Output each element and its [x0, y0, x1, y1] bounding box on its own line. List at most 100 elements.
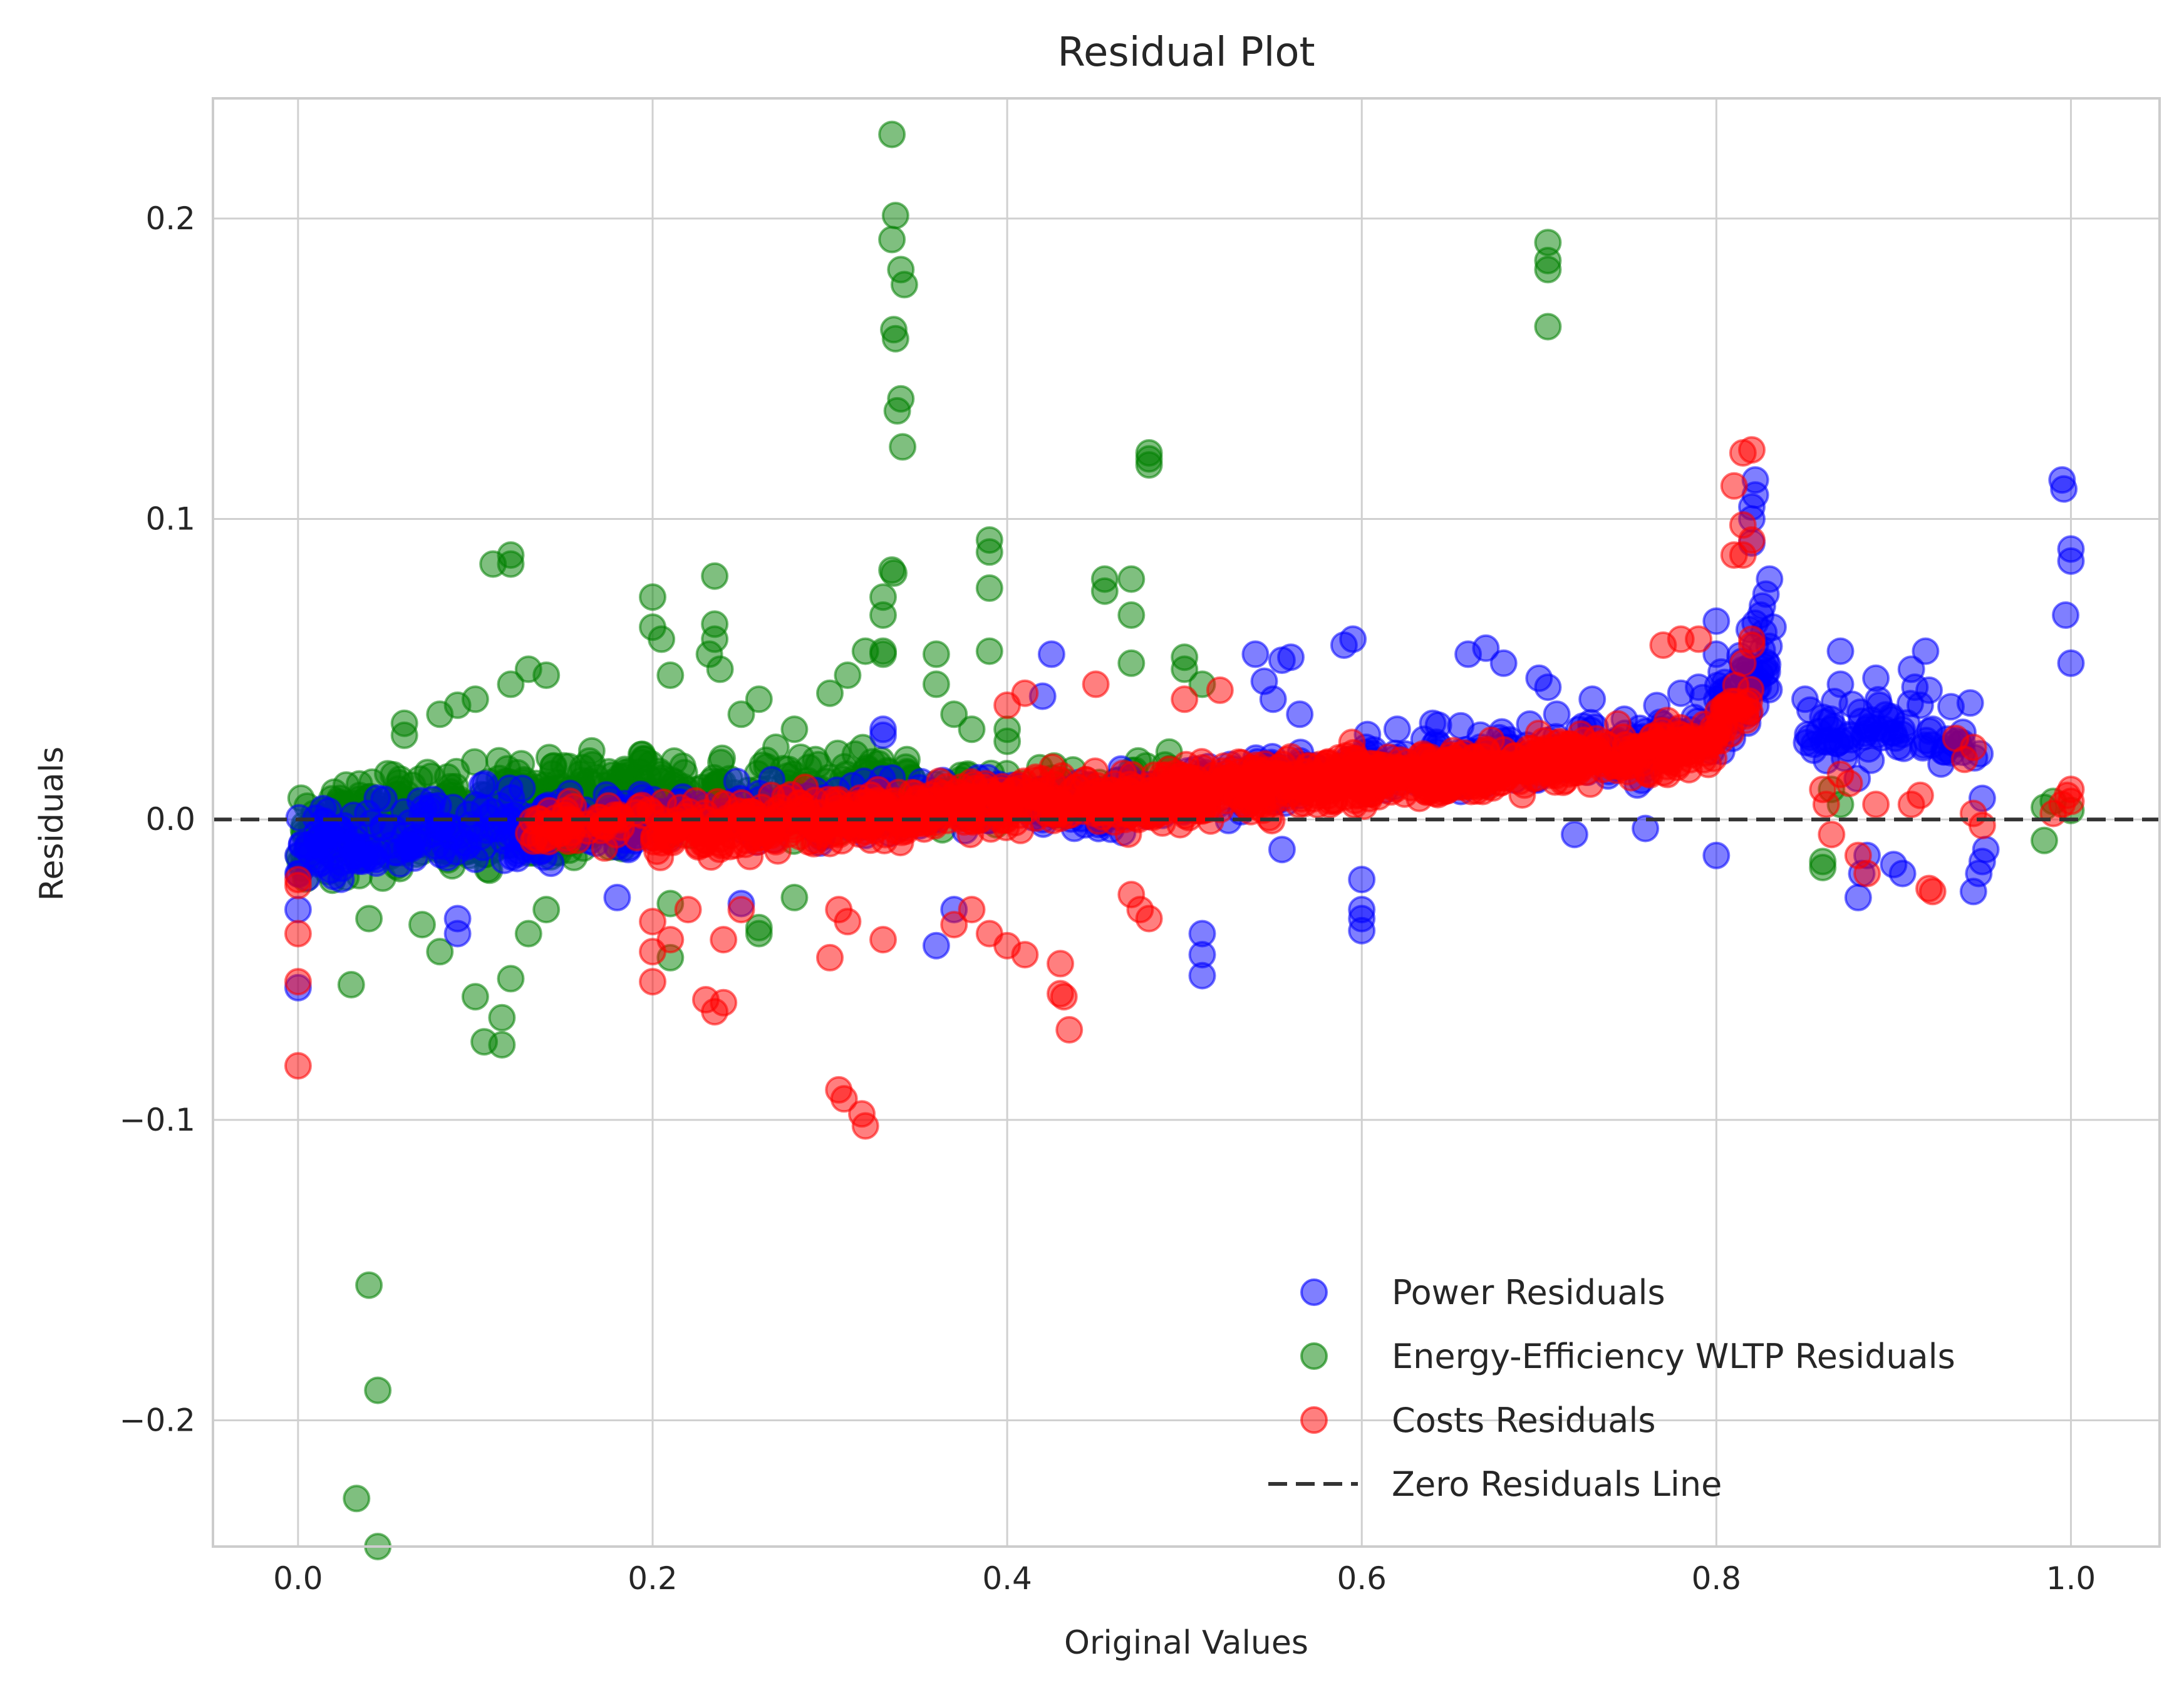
- data-point-efficiency: [1090, 577, 1119, 605]
- data-point-efficiency: [881, 324, 909, 353]
- data-point-power: [284, 841, 312, 869]
- data-point-efficiency: [497, 670, 525, 698]
- data-point-costs: [1314, 782, 1342, 810]
- data-point-power: [1862, 664, 1890, 692]
- data-point-efficiency: [577, 737, 606, 765]
- data-point-costs: [2057, 787, 2085, 816]
- data-point-efficiency: [648, 625, 676, 653]
- data-point-efficiency: [869, 640, 897, 668]
- data-point-costs: [554, 827, 582, 855]
- data-point-efficiency: [745, 685, 773, 713]
- data-point-efficiency: [816, 679, 844, 707]
- data-point-power: [603, 883, 631, 911]
- legend-label-zero-line: Zero Residuals Line: [1392, 1464, 1722, 1504]
- data-point-efficiency: [1171, 655, 1199, 683]
- data-point-efficiency: [550, 752, 578, 780]
- data-point-power: [1844, 883, 1872, 911]
- data-point-power: [2057, 649, 2085, 677]
- data-point-power: [327, 865, 355, 893]
- data-point-power: [2057, 547, 2085, 575]
- data-point-costs: [1131, 789, 1159, 817]
- data-point-power: [321, 830, 349, 858]
- data-point-costs: [1536, 759, 1565, 787]
- data-point-efficiency: [922, 670, 950, 698]
- data-point-power: [443, 920, 472, 948]
- data-point-costs: [903, 785, 931, 814]
- data-point-power: [1383, 715, 1411, 744]
- x-tick-label: 0.2: [628, 1560, 678, 1597]
- data-point-power: [1037, 640, 1065, 668]
- data-point-costs: [945, 794, 973, 822]
- data-point-efficiency: [2031, 826, 2058, 854]
- legend: Power Residuals Energy-Efficiency WLTP R…: [1268, 1273, 1955, 1504]
- data-point-efficiency: [878, 120, 906, 148]
- data-point-costs: [710, 926, 738, 954]
- y-axis-ticks: 0.2 0.1 0.0 −0.1 −0.2: [120, 200, 195, 1439]
- data-point-costs: [1738, 526, 1766, 554]
- data-point-efficiency: [780, 715, 809, 744]
- data-point-power: [1857, 746, 1885, 774]
- data-point-efficiency: [532, 896, 561, 924]
- x-tick-label: 0.0: [273, 1560, 323, 1597]
- y-tick-label: 0.2: [145, 200, 195, 237]
- legend-item-costs: Costs Residuals: [1300, 1401, 1656, 1440]
- data-point-power: [2050, 475, 2078, 503]
- x-axis-ticks: 0.0 0.2 0.4 0.6 0.8 1.0: [273, 1560, 2096, 1597]
- data-point-power: [1489, 649, 1518, 677]
- data-point-costs: [1625, 745, 1653, 773]
- data-point-costs: [1082, 670, 1110, 698]
- data-point-costs: [1720, 472, 1748, 500]
- data-point-costs: [861, 816, 889, 844]
- data-point-efficiency: [337, 971, 365, 998]
- data-point-efficiency: [390, 721, 418, 749]
- data-point-costs: [284, 920, 312, 948]
- data-point-costs: [1568, 754, 1597, 782]
- data-point-power: [284, 896, 312, 924]
- data-point-efficiency: [958, 715, 986, 744]
- data-point-efficiency: [485, 747, 513, 775]
- data-point-costs: [1166, 762, 1194, 790]
- data-point-efficiency: [426, 938, 454, 966]
- data-point-power: [1890, 734, 1918, 762]
- data-point-costs: [1011, 679, 1039, 707]
- data-point-efficiency: [881, 202, 909, 230]
- data-point-power: [1826, 637, 1855, 665]
- data-point-costs: [940, 911, 968, 939]
- data-point-power: [1685, 673, 1712, 702]
- data-point-power: [1348, 916, 1376, 945]
- data-point-costs: [1171, 685, 1199, 713]
- data-point-efficiency: [355, 1271, 383, 1299]
- data-point-costs: [1519, 740, 1548, 769]
- data-point-power: [1472, 634, 1500, 662]
- legend-label-costs: Costs Residuals: [1392, 1401, 1656, 1440]
- data-point-power: [1791, 685, 1819, 713]
- data-point-costs: [1395, 754, 1424, 782]
- data-point-power: [869, 721, 897, 749]
- data-point-costs: [1055, 1016, 1084, 1044]
- data-point-efficiency: [532, 661, 561, 689]
- data-point-costs: [827, 827, 856, 855]
- data-point-efficiency: [355, 905, 383, 933]
- data-point-efficiency: [701, 562, 729, 590]
- data-point-costs: [710, 988, 738, 1017]
- data-point-costs: [830, 1085, 858, 1113]
- data-point-efficiency: [343, 1485, 371, 1513]
- data-point-power: [1912, 637, 1940, 665]
- data-point-efficiency: [922, 640, 950, 668]
- data-point-power: [1756, 565, 1784, 593]
- data-point-power: [1937, 693, 1965, 721]
- data-point-costs: [1738, 625, 1766, 653]
- data-point-costs: [639, 908, 666, 936]
- data-point-power: [497, 784, 525, 812]
- data-point-power: [462, 791, 490, 819]
- legend-item-power: Power Residuals: [1300, 1273, 1665, 1312]
- x-tick-label: 0.8: [1692, 1560, 1742, 1597]
- data-point-power: [1871, 715, 1899, 744]
- data-point-costs: [1011, 941, 1039, 969]
- data-point-costs: [816, 943, 844, 972]
- scatter-points: [284, 120, 2085, 1560]
- data-point-power: [2052, 601, 2079, 629]
- data-point-power: [1543, 700, 1571, 728]
